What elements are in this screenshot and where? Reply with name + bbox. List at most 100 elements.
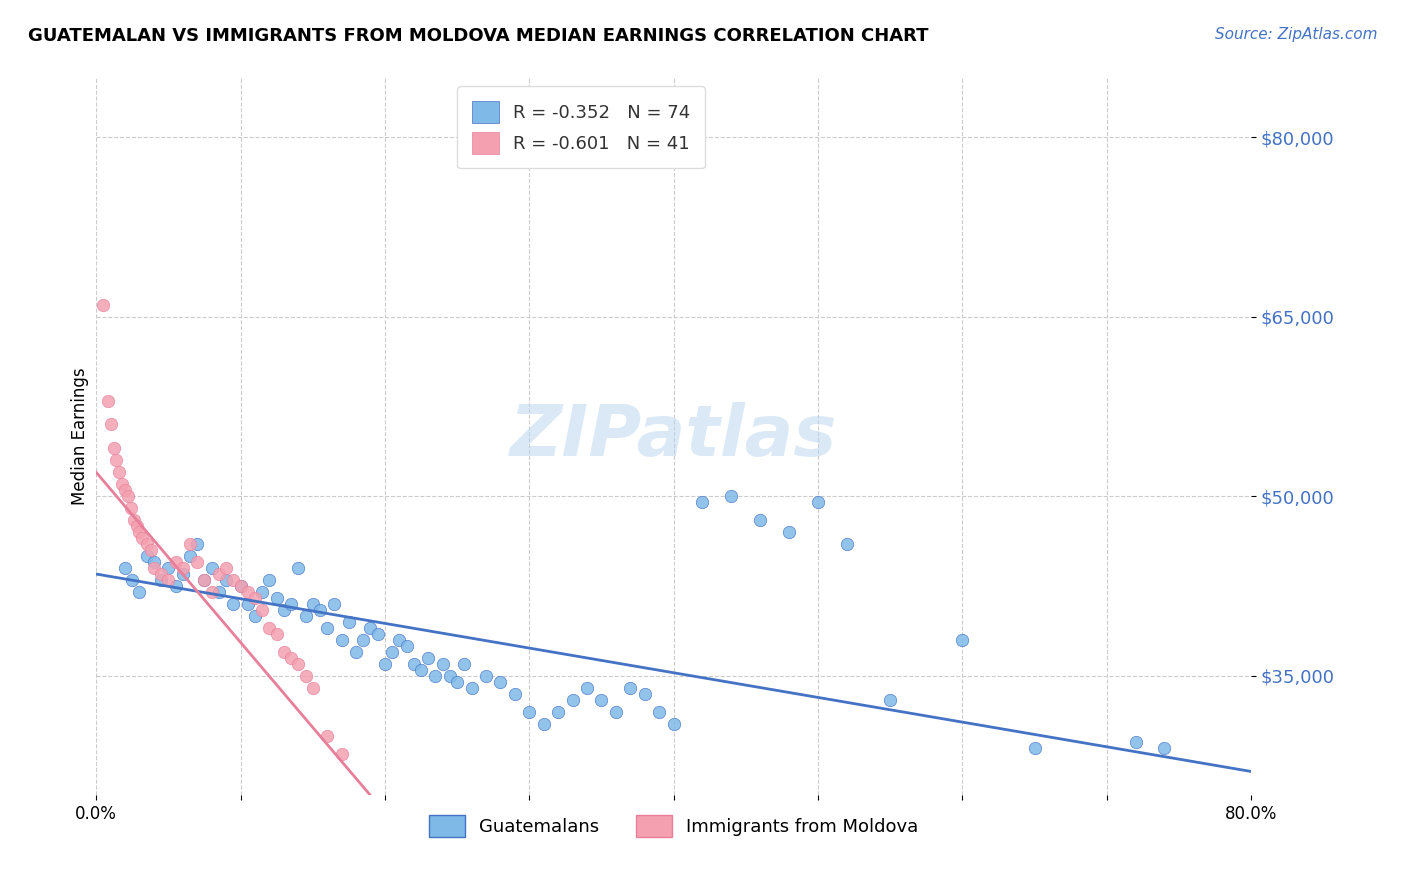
Point	[186, 555, 208, 569]
Point	[374, 657, 396, 671]
Point	[388, 632, 411, 647]
Point	[294, 669, 316, 683]
Point	[359, 621, 381, 635]
Point	[575, 681, 598, 695]
Point	[301, 681, 323, 695]
Point	[122, 513, 145, 527]
Point	[165, 555, 187, 569]
Point	[287, 561, 309, 575]
Point	[157, 573, 180, 587]
Point	[301, 597, 323, 611]
Point	[503, 687, 526, 701]
Point	[337, 615, 360, 629]
Point	[1125, 734, 1147, 748]
Point	[720, 489, 742, 503]
Point	[179, 537, 201, 551]
Point	[114, 561, 136, 575]
Point	[266, 591, 288, 605]
Point	[131, 531, 153, 545]
Point	[749, 513, 772, 527]
Point	[215, 573, 238, 587]
Point	[201, 561, 224, 575]
Point	[222, 573, 245, 587]
Point	[344, 645, 367, 659]
Point	[605, 705, 627, 719]
Text: Source: ZipAtlas.com: Source: ZipAtlas.com	[1215, 27, 1378, 42]
Point	[619, 681, 641, 695]
Point	[561, 692, 583, 706]
Point	[250, 603, 273, 617]
Point	[453, 657, 475, 671]
Point	[142, 561, 165, 575]
Point	[266, 627, 288, 641]
Point	[208, 585, 231, 599]
Point	[879, 692, 901, 706]
Point	[117, 489, 139, 503]
Point	[201, 585, 224, 599]
Point	[547, 705, 569, 719]
Point	[135, 549, 157, 563]
Point	[172, 567, 194, 582]
Point	[489, 674, 512, 689]
Text: GUATEMALAN VS IMMIGRANTS FROM MOLDOVA MEDIAN EARNINGS CORRELATION CHART: GUATEMALAN VS IMMIGRANTS FROM MOLDOVA ME…	[28, 27, 928, 45]
Point	[648, 705, 671, 719]
Point	[316, 729, 339, 743]
Point	[236, 597, 259, 611]
Point	[323, 597, 346, 611]
Point	[186, 537, 208, 551]
Point	[280, 650, 302, 665]
Point	[229, 579, 252, 593]
Point	[402, 657, 425, 671]
Point	[517, 705, 540, 719]
Point	[236, 585, 259, 599]
Point	[208, 567, 231, 582]
Point	[111, 477, 134, 491]
Point	[222, 597, 245, 611]
Point	[157, 561, 180, 575]
Point	[309, 603, 332, 617]
Point	[381, 645, 404, 659]
Text: ZIPatlas: ZIPatlas	[510, 402, 838, 471]
Point	[446, 674, 468, 689]
Point	[243, 591, 266, 605]
Point	[475, 669, 498, 683]
Point	[193, 573, 215, 587]
Point	[425, 669, 447, 683]
Point	[172, 561, 194, 575]
Point	[250, 585, 273, 599]
Point	[139, 543, 162, 558]
Point	[108, 466, 131, 480]
Point	[352, 632, 374, 647]
Point	[432, 657, 454, 671]
Point	[439, 669, 461, 683]
Point	[135, 537, 157, 551]
Point	[634, 687, 657, 701]
Point	[128, 525, 150, 540]
Legend: Guatemalans, Immigrants from Moldova: Guatemalans, Immigrants from Moldova	[422, 807, 925, 844]
Point	[316, 621, 339, 635]
Point	[835, 537, 858, 551]
Point	[367, 627, 389, 641]
Point	[97, 393, 120, 408]
Point	[409, 663, 432, 677]
Point	[93, 298, 115, 312]
Point	[807, 495, 830, 509]
Point	[120, 501, 142, 516]
Point	[460, 681, 482, 695]
Point	[778, 525, 800, 540]
Point	[692, 495, 714, 509]
Point	[243, 608, 266, 623]
Point	[1153, 740, 1175, 755]
Point	[330, 747, 353, 761]
Point	[273, 603, 295, 617]
Point	[114, 483, 136, 498]
Point	[1024, 740, 1046, 755]
Point	[229, 579, 252, 593]
Point	[591, 692, 613, 706]
Point	[662, 716, 685, 731]
Point	[280, 597, 302, 611]
Y-axis label: Median Earnings: Median Earnings	[72, 368, 89, 505]
Point	[150, 567, 173, 582]
Point	[273, 645, 295, 659]
Point	[142, 555, 165, 569]
